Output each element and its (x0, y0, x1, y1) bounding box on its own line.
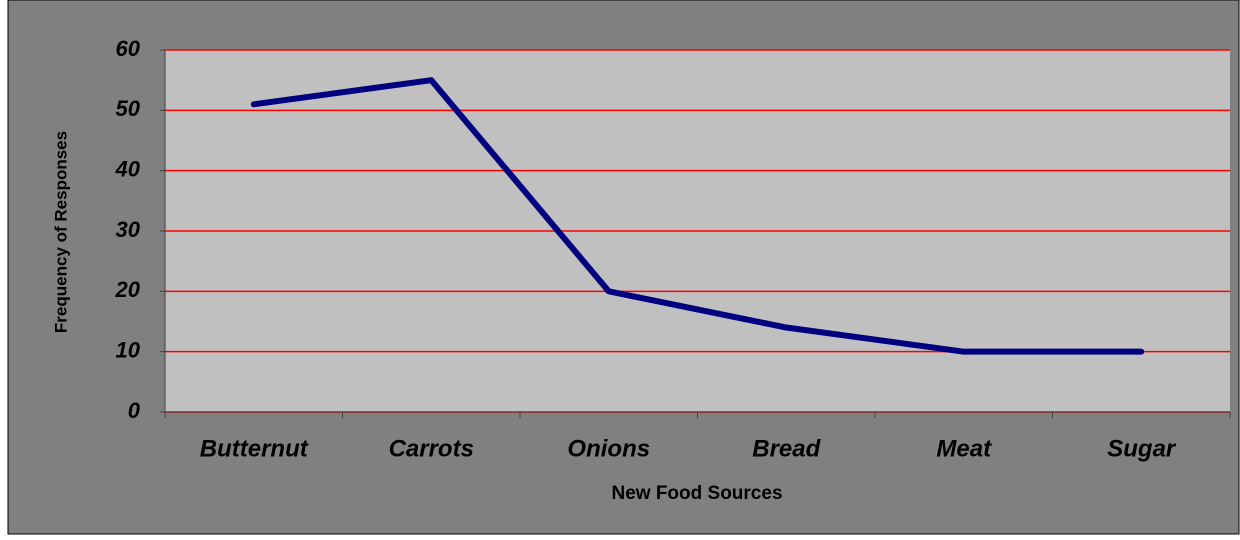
x-tick-label: Bread (752, 435, 821, 462)
y-tick-label: 20 (115, 277, 141, 302)
data-line (250, 77, 1145, 355)
x-tick-label: Carrots (389, 435, 474, 462)
x-tick-label: Onions (567, 435, 650, 462)
x-axis-title: New Food Sources (611, 483, 782, 504)
x-tick-label: Meat (936, 435, 992, 462)
y-tick-label: 0 (128, 398, 141, 423)
y-tick-label: 60 (116, 36, 141, 61)
x-tick-label: Sugar (1107, 435, 1177, 462)
y-tick-label: 40 (115, 156, 141, 181)
y-tick-label: 50 (116, 96, 141, 121)
y-tick-label: 10 (116, 337, 141, 362)
x-tick-label: Butternut (200, 435, 309, 462)
y-tick-label: 30 (116, 217, 141, 242)
y-axis-title: Frequency of Responses (51, 131, 70, 333)
